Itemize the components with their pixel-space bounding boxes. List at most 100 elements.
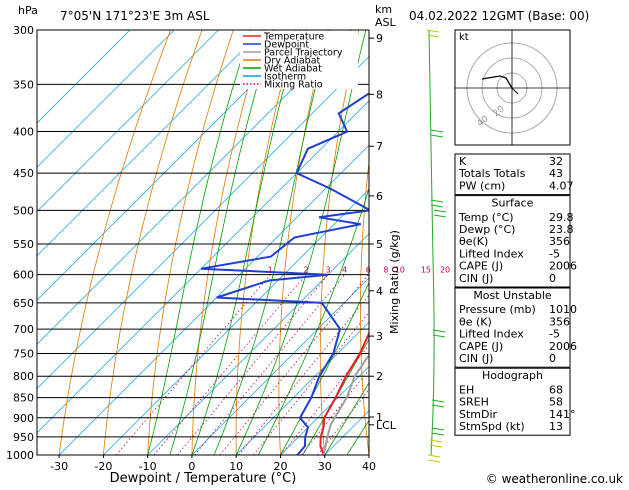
legend-label: Wet Adiabat xyxy=(264,64,322,75)
table-row-value: 29.8 xyxy=(549,211,574,224)
plot-area xyxy=(37,30,369,455)
isotherm-line xyxy=(37,30,264,257)
table-row-value: 58 xyxy=(549,396,563,409)
dry-adiabat-line xyxy=(399,30,422,455)
table-row-label: θe (K) xyxy=(459,315,492,328)
x-tick-label: 10 xyxy=(229,460,243,473)
table-row-value: -5 xyxy=(549,328,560,341)
table-row-value: 43 xyxy=(549,167,563,180)
series-temperature xyxy=(319,331,369,455)
hodograph-table-box xyxy=(454,367,571,436)
height-tick-label: 6 xyxy=(376,190,383,203)
mixing-ratio-line xyxy=(115,274,271,455)
km-unit-label: km xyxy=(375,3,392,16)
pressure-tick-label: 850 xyxy=(13,392,34,405)
table-row-label: CIN (J) xyxy=(459,352,493,365)
height-tick-label: 3 xyxy=(376,330,383,343)
mixing-ratio-label: 3 xyxy=(326,266,331,275)
table-row-value: 23.8 xyxy=(549,223,574,236)
table-row-label: CAPE (J) xyxy=(459,340,503,353)
table-row-label: Lifted Index xyxy=(459,328,524,341)
x-tick-label: -30 xyxy=(50,460,68,473)
table-row-value: 4.07 xyxy=(549,179,574,192)
x-tick-label: 40 xyxy=(362,460,376,473)
most-unstable-table-title: Most Unstable xyxy=(473,289,552,302)
mixing-ratio-label: 8 xyxy=(383,266,388,275)
table-row-label: CAPE (J) xyxy=(459,260,503,273)
storm-motion-icon xyxy=(511,87,519,95)
wind-barb-icon xyxy=(433,209,447,218)
wind-barb-icon xyxy=(429,439,443,448)
height-tick-label: 4 xyxy=(376,285,383,298)
legend-label: Dewpoint xyxy=(264,40,309,51)
table-row-value: 2006 xyxy=(549,260,577,273)
x-tick-label: 0 xyxy=(188,460,195,473)
wind-barb-icon xyxy=(431,427,445,436)
pressure-tick-label: 300 xyxy=(13,24,34,37)
isotherm-line xyxy=(37,30,131,124)
table-row-value: 356 xyxy=(549,315,570,328)
isotherm-line xyxy=(58,144,369,455)
mixing-ratio-label: 6 xyxy=(366,266,371,275)
height-tick-label: LCL xyxy=(376,419,397,432)
mixing-ratio-label: 2 xyxy=(304,266,309,275)
isotherm-line xyxy=(37,56,369,390)
location-title: 7°05'N 171°23'E 3m ASL xyxy=(60,9,210,23)
pressure-tick-label: 900 xyxy=(13,412,34,425)
datetime-title: 04.02.2022 12GMT (Base: 00) xyxy=(409,9,589,23)
legend-label: Dry Adiabat xyxy=(264,56,321,67)
table-row-value: 32 xyxy=(549,155,563,168)
table-row-value: 1010 xyxy=(549,303,577,316)
wet-adiabat-line xyxy=(324,381,369,455)
series-dewpoint xyxy=(200,92,369,455)
table-row-label: Pressure (mb) xyxy=(459,303,536,316)
wind-barb-icon xyxy=(430,199,444,208)
wind-profile-strip xyxy=(426,29,447,463)
pressure-tick-label: 600 xyxy=(13,269,34,282)
table-row-value: 356 xyxy=(549,235,570,248)
table-row-label: EH xyxy=(459,383,474,396)
mixing-ratio-label: 1 xyxy=(268,266,273,275)
table-row-label: Temp (°C) xyxy=(458,211,514,224)
height-tick-label: 9 xyxy=(376,32,383,45)
isotherm-line xyxy=(37,30,308,301)
asl-unit-label: ASL xyxy=(375,16,397,29)
x-tick-label: 30 xyxy=(318,460,332,473)
hodograph-unit: kt xyxy=(459,32,469,43)
mixing-ratio-label: 20 xyxy=(440,266,450,275)
table-row-label: Lifted Index xyxy=(459,247,524,260)
isotherm-line xyxy=(191,277,369,455)
isotherm-line xyxy=(37,30,175,168)
pressure-tick-label: 500 xyxy=(13,204,34,217)
mixing-ratio-label: 15 xyxy=(421,266,431,275)
isotherm-line xyxy=(103,188,369,455)
isotherm-line xyxy=(147,233,369,455)
table-row-label: PW (cm) xyxy=(459,179,505,192)
mixing-ratio-label: 4 xyxy=(342,266,347,275)
mixing-ratio-line xyxy=(238,294,369,455)
table-row-value: 68 xyxy=(549,383,563,396)
table-row-label: StmSpd (kt) xyxy=(459,420,525,433)
hodograph-table-title: Hodograph xyxy=(482,369,543,382)
height-tick-label: 5 xyxy=(376,238,383,251)
table-row-label: K xyxy=(459,155,467,168)
height-tick-label: 1 xyxy=(376,411,383,424)
x-tick-label: -20 xyxy=(94,460,112,473)
pressure-tick-label: 700 xyxy=(13,323,34,336)
pressure-tick-label: 350 xyxy=(13,78,34,91)
table-row-value: 141° xyxy=(549,408,576,421)
most-unstable-table-box xyxy=(454,287,571,368)
pressure-tick-label: 950 xyxy=(13,431,34,444)
indices-table-box xyxy=(454,153,571,196)
legend-label: Mixing Ratio xyxy=(264,80,323,91)
table-row-value: -5 xyxy=(549,247,560,260)
wind-barb-icon xyxy=(432,329,446,338)
mixing-ratio-label: 10 xyxy=(395,266,405,275)
table-row-value: 0 xyxy=(549,352,556,365)
table-row-label: SREH xyxy=(459,396,489,409)
pressure-tick-label: 750 xyxy=(13,347,34,360)
surface-table-title: Surface xyxy=(492,197,534,210)
